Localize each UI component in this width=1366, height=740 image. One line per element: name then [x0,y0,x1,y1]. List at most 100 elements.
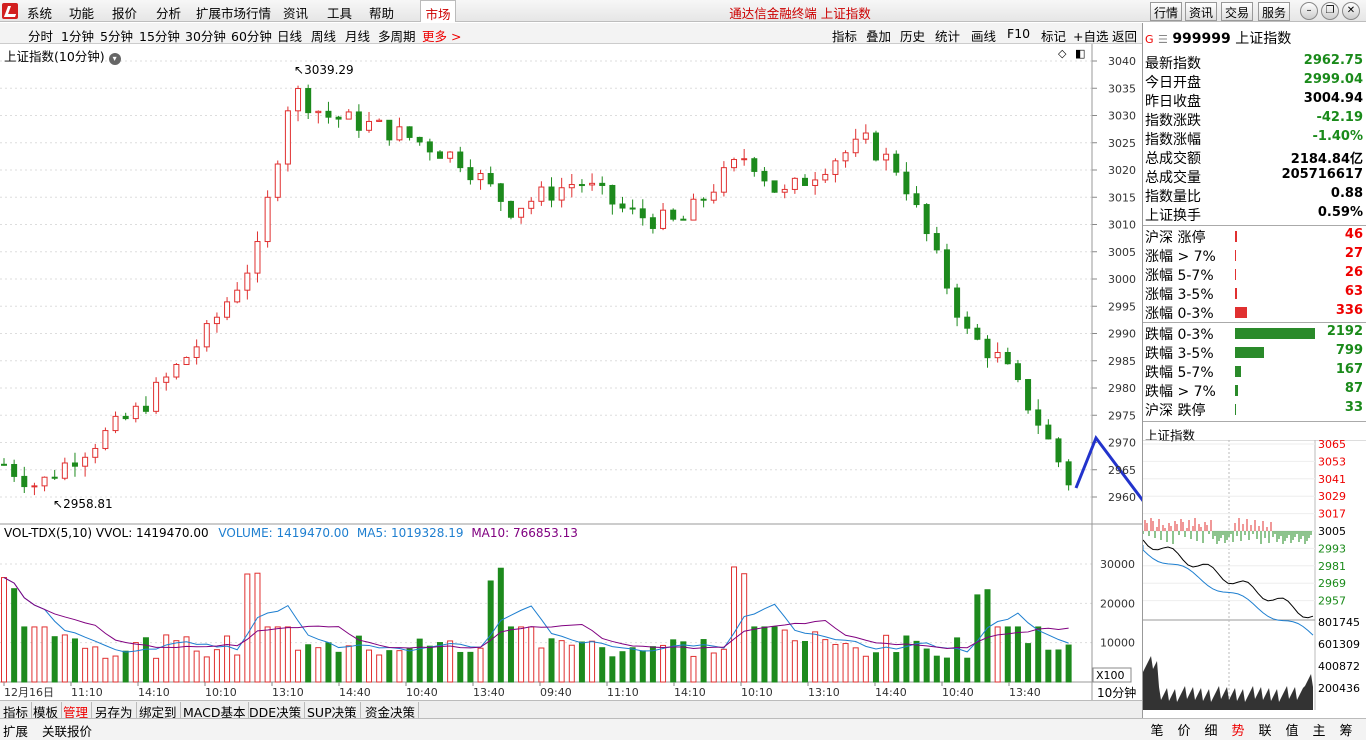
right-tab[interactable]: 笔 [1150,724,1164,739]
breadth-label: 沪深 涨停 [1145,230,1206,246]
mini-axis-label: 2981 [1318,560,1346,573]
tool-indicator[interactable]: 指标 [832,29,858,44]
candle [102,430,109,449]
volume-bar [720,648,727,683]
period-week[interactable]: 周线 [311,29,337,44]
tab-template[interactable]: 模板 [30,702,63,721]
market-tab[interactable]: 市场 [420,0,456,22]
menu-lines-icon[interactable]: ☰ [1157,33,1168,46]
period-timeshare[interactable]: 分时 [28,29,54,44]
tool-add-watchlist[interactable]: +自选 [1073,29,1109,44]
breadth-value: 63 [1344,284,1363,299]
tab-extend[interactable]: 扩展 [3,724,29,739]
chevron-down-icon[interactable]: ▾ [108,53,121,65]
diamond-icon[interactable]: ◇ [1058,47,1067,60]
candle [802,177,808,186]
candle [528,200,535,209]
period-5min[interactable]: 5分钟 [100,29,133,44]
tab-dde[interactable]: DDE决策 [246,702,306,721]
volume-bar [153,657,160,683]
panel-toggle-icon[interactable]: ◧ [1075,47,1086,60]
right-tab[interactable]: 联 [1258,724,1272,739]
menu-tools[interactable]: 工具 [327,6,353,21]
menu-function[interactable]: 功能 [69,6,95,21]
candle [1035,409,1042,426]
mini-axis-label: 3029 [1318,490,1346,503]
right-tab[interactable]: 筹 [1339,724,1353,739]
service-button[interactable]: 服务 [1258,2,1290,21]
tab-manage[interactable]: 管理 [60,702,93,721]
period-60min[interactable]: 60分钟 [231,29,272,44]
breadth-label: 涨幅 > 7% [1145,249,1216,265]
right-tab[interactable]: 势 [1231,724,1245,739]
period-1min[interactable]: 1分钟 [61,29,94,44]
breadth-row: 沪深 涨停 46 [1145,227,1365,246]
tab-macd[interactable]: MACD基本 [180,702,250,721]
menu-system[interactable]: 系统 [27,6,53,21]
mini-axis-label: 3017 [1318,508,1346,521]
close-icon[interactable]: ✕ [1342,2,1360,20]
tab-indicator[interactable]: 指标 [0,702,33,721]
menu-news[interactable]: 资讯 [283,6,309,21]
period-day[interactable]: 日线 [277,29,303,44]
tab-bind[interactable]: 绑定到 [136,702,181,721]
app-logo-icon[interactable] [2,3,18,19]
menu-ext-market[interactable]: 扩展市场行情 [196,6,272,21]
status-tabbar: 扩展 关联报价 [0,718,1366,740]
breadth-bar [1235,288,1238,299]
price-axis-label: 2965 [1108,464,1136,477]
minimize-icon[interactable]: – [1300,2,1318,20]
menu-quote[interactable]: 报价 [112,6,138,21]
more-link[interactable]: 更多 > [422,29,462,44]
tool-mark[interactable]: 标记 [1041,29,1067,44]
quote-value: 2962.75 [1303,53,1363,68]
volume-bar [477,647,484,683]
right-tab[interactable]: 主 [1312,724,1326,739]
price-axis-label: 2960 [1108,491,1136,504]
menu-help[interactable]: 帮助 [369,6,395,21]
mini-axis-label: 3053 [1318,455,1346,468]
right-tab[interactable]: 价 [1177,724,1191,739]
candle [923,204,930,235]
restore-icon[interactable]: ❐ [1321,2,1339,20]
news-button[interactable]: 资讯 [1185,2,1217,21]
quote-value: 2184.84亿 [1290,152,1363,167]
tool-stats[interactable]: 统计 [935,29,961,44]
volume-bar [528,626,535,683]
candle [416,136,423,143]
tool-back[interactable]: 返回 [1112,29,1138,44]
tab-sup[interactable]: SUP决策 [304,702,361,721]
menu-analysis[interactable]: 分析 [156,6,182,21]
mini-chart-title: 上证指数 [1145,428,1196,443]
right-tab[interactable]: 值 [1285,724,1299,739]
period-30min[interactable]: 30分钟 [185,29,226,44]
tab-fund[interactable]: 资金决策 [362,702,420,721]
trade-button[interactable]: 交易 [1221,2,1253,21]
volume-bar [244,573,251,683]
tool-f10[interactable]: F10 [1007,26,1031,41]
price-axis-label: 3035 [1108,82,1136,95]
main-chart[interactable]: 3040 3035 3030 3025 3020 3015 3010 3005 3000 2995… [0,44,1142,700]
candle [244,272,251,291]
volume-bar [51,636,58,683]
volume-bar [82,647,89,683]
period-month[interactable]: 月线 [345,29,371,44]
mini-chart[interactable]: 3065 3053 3041 3029 3017 3005 2993 2981 2969 2957… [1143,440,1366,718]
tool-history[interactable]: 历史 [900,29,926,44]
tool-draw[interactable]: 画线 [971,29,997,44]
candle [731,159,738,169]
quote-button[interactable]: 行情 [1150,2,1182,21]
volume-bar [690,655,697,683]
candle [122,415,129,420]
volume-bar [264,626,271,683]
right-tab[interactable]: 细 [1204,724,1218,739]
tab-related-quote[interactable]: 关联报价 [42,724,93,739]
quote-row: 指数量比 0.88 [1145,186,1365,205]
breadth-value: 336 [1335,303,1363,318]
time-axis-label: 12月16日 [4,686,54,699]
period-15min[interactable]: 15分钟 [139,29,180,44]
volume-bar [791,640,798,683]
tab-saveas[interactable]: 另存为 [92,702,137,721]
tool-overlay[interactable]: 叠加 [866,29,892,44]
period-multi[interactable]: 多周期 [378,29,416,44]
